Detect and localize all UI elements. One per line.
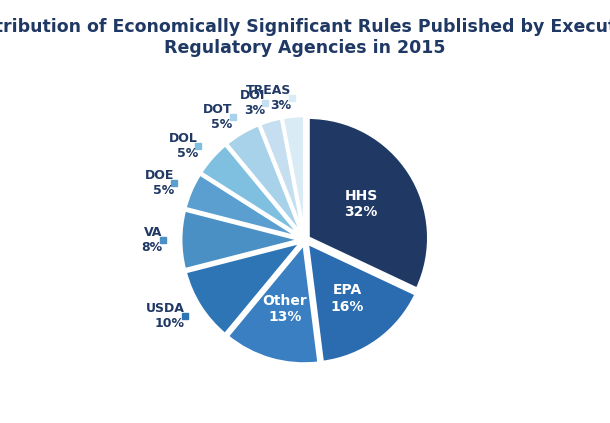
Text: DOE
5%: DOE 5% (145, 169, 174, 197)
Wedge shape (308, 117, 429, 289)
Text: DOT
5%: DOT 5% (203, 103, 232, 131)
Title: Distribution of Economically Significant Rules Published by Executive
Regulatory: Distribution of Economically Significant… (0, 18, 610, 57)
Wedge shape (307, 243, 416, 363)
Text: DOI
3%: DOI 3% (240, 89, 265, 117)
Wedge shape (181, 210, 301, 270)
Text: TREAS
3%: TREAS 3% (246, 84, 292, 112)
Text: DOL
5%: DOL 5% (170, 132, 198, 160)
Wedge shape (185, 242, 302, 335)
Wedge shape (282, 115, 304, 236)
Text: Other
13%: Other 13% (262, 294, 307, 324)
Text: VA
8%: VA 8% (142, 226, 163, 254)
Wedge shape (226, 124, 303, 237)
Wedge shape (227, 243, 319, 364)
Text: USDA
10%: USDA 10% (146, 302, 185, 330)
Wedge shape (201, 145, 303, 237)
Wedge shape (260, 118, 304, 236)
Text: HHS
32%: HHS 32% (345, 189, 378, 220)
Wedge shape (185, 174, 302, 239)
Text: EPA
16%: EPA 16% (331, 283, 364, 313)
